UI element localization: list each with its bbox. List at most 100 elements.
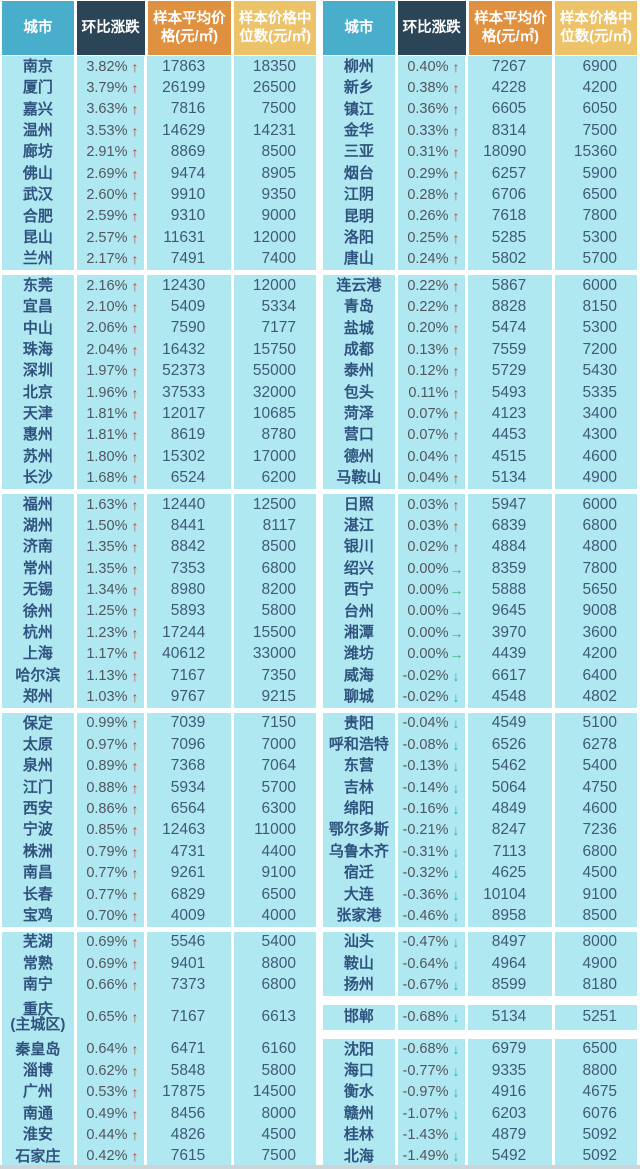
median-price-cell: 5800 xyxy=(234,600,317,623)
city-cell: 合肥 xyxy=(2,205,74,228)
up-arrow-icon: ↑ xyxy=(131,822,139,839)
city-cell: 包头 xyxy=(323,381,395,404)
change-value: 0.40% xyxy=(407,58,449,75)
table-row: 大连 -0.36% ↓ 10104 9100 xyxy=(323,883,640,906)
median-price-cell: 7800 xyxy=(555,205,638,228)
change-cell: 0.88% ↑ xyxy=(76,776,145,799)
change-cell: 0.04% ↑ xyxy=(397,467,466,489)
table-row: 三亚 0.31% ↑ 18090 15360 xyxy=(323,141,640,163)
table-row: 湛江 0.03% ↑ 6839 6800 xyxy=(323,515,640,537)
change-cell: 0.00% → xyxy=(397,643,466,665)
median-price-cell: 9100 xyxy=(234,862,317,884)
down-arrow-icon: ↓ xyxy=(452,715,460,732)
city-cell: 广州 xyxy=(2,1081,74,1103)
change-cell: 0.85% ↑ xyxy=(76,819,145,842)
change-cell: 0.64% ↑ xyxy=(76,1038,145,1061)
city-cell: 廊坊 xyxy=(2,141,74,163)
avg-price-cell: 6706 xyxy=(468,184,553,206)
change-value: -0.68% xyxy=(402,1041,449,1058)
median-price-cell: 6800 xyxy=(234,557,317,580)
avg-price-cell: 17863 xyxy=(147,56,232,78)
city-cell: 贵阳 xyxy=(323,712,395,735)
table-row: 长沙 1.68% ↑ 6524 6200 xyxy=(2,467,319,489)
table-row: 昆山 2.57% ↑ 11631 12000 xyxy=(2,227,319,249)
city-cell: 福州 xyxy=(2,493,74,516)
median-price-cell: 12000 xyxy=(234,274,317,297)
median-price-cell: 3600 xyxy=(555,622,638,644)
table-row: 绍兴 0.00% → 8359 7800 xyxy=(323,557,640,580)
up-arrow-icon: ↑ xyxy=(452,427,460,444)
bottom-edge xyxy=(0,1165,640,1169)
change-value: 1.34% xyxy=(86,582,128,599)
change-cell: 0.42% ↑ xyxy=(76,1145,145,1168)
change-value: 2.69% xyxy=(86,165,128,182)
city-cell: 济南 xyxy=(2,536,74,558)
avg-price-cell: 6829 xyxy=(147,883,232,906)
avg-price-cell: 11631 xyxy=(147,227,232,249)
change-cell: 2.57% ↑ xyxy=(76,227,145,249)
city-cell: 张家港 xyxy=(323,905,395,927)
city-cell: 宁波 xyxy=(2,819,74,842)
median-price-cell: 4500 xyxy=(555,862,638,884)
change-value: 0.79% xyxy=(86,843,128,860)
table-row: 邯郸 -0.68% ↓ 5134 5251 xyxy=(323,1004,640,1030)
change-cell: 2.60% ↑ xyxy=(76,184,145,206)
avg-price-cell: 4123 xyxy=(468,403,553,425)
table-row: 吉林 -0.14% ↓ 5064 4750 xyxy=(323,776,640,799)
change-value: 0.36% xyxy=(407,101,449,118)
change-cell: 0.22% ↑ xyxy=(397,274,466,297)
median-price-cell: 6076 xyxy=(555,1102,638,1125)
change-value: 1.25% xyxy=(86,603,128,620)
city-cell: 马鞍山 xyxy=(323,467,395,489)
median-price-cell: 26500 xyxy=(234,77,317,99)
change-cell: 0.89% ↑ xyxy=(76,755,145,777)
city-cell: 兰州 xyxy=(2,248,74,270)
city-cell: 重庆 (主城区) xyxy=(2,995,74,1039)
change-cell: 0.77% ↑ xyxy=(76,883,145,906)
change-cell: 1.23% ↑ xyxy=(76,622,145,644)
up-arrow-icon: ↑ xyxy=(452,208,460,225)
city-cell: 杭州 xyxy=(2,622,74,644)
avg-price-cell: 8599 xyxy=(468,974,553,996)
change-value: 0.66% xyxy=(86,977,128,994)
change-value: 0.26% xyxy=(407,208,449,225)
change-cell: -0.21% ↓ xyxy=(397,819,466,842)
median-price-cell: 4600 xyxy=(555,446,638,468)
up-arrow-icon: ↑ xyxy=(131,865,139,882)
city-cell: 台州 xyxy=(323,600,395,623)
city-cell: 扬州 xyxy=(323,974,395,996)
avg-price-cell: 12430 xyxy=(147,274,232,297)
city-cell: 郑州 xyxy=(2,686,74,708)
avg-price-cell: 10104 xyxy=(468,883,553,906)
avg-price-cell: 6257 xyxy=(468,162,553,185)
median-price-cell: 4300 xyxy=(555,424,638,447)
city-cell: 惠州 xyxy=(2,424,74,447)
city-cell: 聊城 xyxy=(323,686,395,708)
change-value: 1.97% xyxy=(86,363,128,380)
city-cell: 株洲 xyxy=(2,841,74,863)
avg-price-cell: 5492 xyxy=(468,1145,553,1168)
change-cell: -0.46% ↓ xyxy=(397,905,466,927)
down-arrow-icon: ↓ xyxy=(452,955,460,972)
city-cell: 深圳 xyxy=(2,360,74,382)
median-price-cell: 4500 xyxy=(234,1124,317,1146)
change-cell: 0.13% ↑ xyxy=(397,339,466,361)
avg-price-cell: 7113 xyxy=(468,841,553,863)
change-cell: -0.31% ↓ xyxy=(397,841,466,863)
avg-price-cell: 8828 xyxy=(468,296,553,318)
city-cell: 天津 xyxy=(2,403,74,425)
up-arrow-icon: ↑ xyxy=(131,560,139,577)
median-price-cell: 9100 xyxy=(555,883,638,906)
up-arrow-icon: ↑ xyxy=(131,539,139,556)
city-cell: 洛阳 xyxy=(323,227,395,249)
change-cell: 2.16% ↑ xyxy=(76,274,145,297)
change-cell: -0.68% ↓ xyxy=(397,1038,466,1061)
table-row: 常州 1.35% ↑ 7353 6800 xyxy=(2,557,319,580)
change-cell: 1.63% ↑ xyxy=(76,493,145,516)
change-cell: -0.02% ↓ xyxy=(397,686,466,708)
city-cell: 徐州 xyxy=(2,600,74,623)
table-row: 汕头 -0.47% ↓ 8497 8000 xyxy=(323,931,640,954)
city-cell: 北京 xyxy=(2,381,74,404)
change-cell: -0.08% ↓ xyxy=(397,734,466,756)
table-row: 天津 1.81% ↑ 12017 10685 xyxy=(2,403,319,425)
